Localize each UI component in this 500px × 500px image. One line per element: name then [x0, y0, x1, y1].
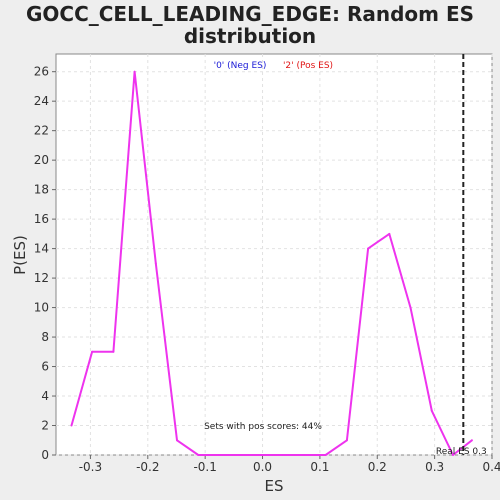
data-point	[176, 439, 179, 442]
data-point	[91, 350, 94, 353]
y-tick-label: 18	[34, 183, 49, 197]
x-tick-label: 0.0	[253, 460, 272, 474]
data-point	[388, 232, 391, 235]
x-tick-label: 0.1	[310, 460, 329, 474]
data-point	[197, 454, 200, 456]
chart-title-line1: GOCC_CELL_LEADING_EDGE: Random ES	[26, 2, 474, 26]
y-tick-label: 14	[34, 242, 49, 256]
x-axis: -0.3 -0.2 -0.1 0.0 0.1 0.2 0.3 0.4	[79, 455, 500, 474]
plot-area	[55, 53, 493, 456]
y-tick-label: 12	[34, 271, 49, 285]
pos-score-annotation: Sets with pos scores: 44%	[204, 422, 322, 432]
legend-pos-es: '2' (Pos ES)	[283, 61, 333, 71]
data-point	[345, 439, 348, 442]
y-axis-label: P(ES)	[11, 235, 29, 275]
y-tick-label: 8	[41, 330, 49, 344]
y-tick-label: 16	[34, 212, 49, 226]
data-point	[324, 454, 327, 456]
data-point	[70, 424, 73, 427]
real-es-label: Real ES 0.3	[436, 447, 487, 457]
legend-neg-es: '0' (Neg ES)	[214, 61, 267, 71]
y-tick-label: 2	[41, 419, 49, 433]
y-tick-label: 20	[34, 153, 49, 167]
grid-lines	[56, 54, 493, 456]
data-point	[451, 454, 454, 456]
data-point	[282, 454, 285, 456]
data-point	[239, 454, 242, 456]
data-point	[154, 262, 157, 265]
data-point	[218, 454, 221, 456]
chart-title-line2: distribution	[184, 24, 316, 48]
y-tick-label: 6	[41, 360, 49, 374]
y-tick-label: 24	[34, 94, 49, 108]
data-point	[303, 454, 306, 456]
data-point	[112, 350, 115, 353]
series-line	[70, 70, 473, 456]
x-tick-label: -0.3	[79, 460, 102, 474]
series-layer	[70, 70, 473, 456]
x-tick-label: -0.1	[193, 460, 216, 474]
y-tick-label: 22	[34, 124, 49, 138]
data-point	[367, 247, 370, 250]
data-point	[409, 306, 412, 309]
x-tick-label: 0.2	[368, 460, 387, 474]
y-tick-label: 4	[41, 389, 49, 403]
x-tick-label: -0.2	[136, 460, 159, 474]
y-tick-label: 0	[41, 448, 49, 462]
data-point	[430, 409, 433, 412]
data-point	[133, 70, 136, 73]
x-tick-label: 0.3	[425, 460, 444, 474]
y-tick-label: 26	[34, 65, 49, 79]
data-point	[470, 439, 473, 442]
x-axis-label: ES	[265, 477, 284, 495]
x-tick-label: 0.4	[482, 460, 500, 474]
y-tick-label: 10	[34, 301, 49, 315]
data-point	[260, 454, 263, 456]
